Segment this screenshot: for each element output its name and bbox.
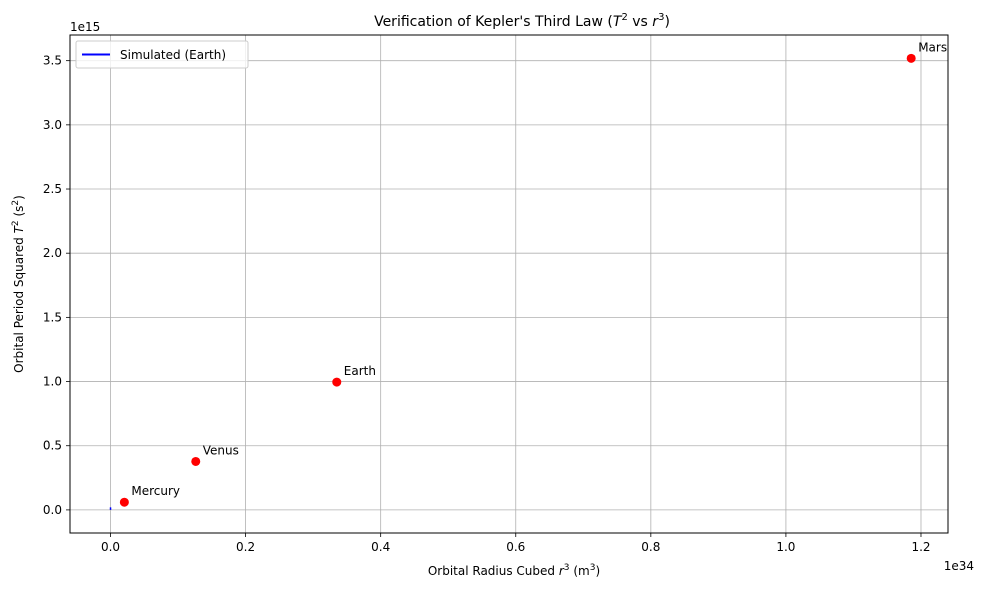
points-layer — [119, 53, 916, 507]
planet-point-mars — [906, 53, 916, 63]
planet-label-venus: Venus — [203, 443, 239, 457]
y-tick-label: 0.0 — [43, 503, 62, 517]
planet-point-mercury — [119, 497, 129, 507]
x-tick-label: 0.2 — [236, 540, 255, 554]
xlabel-sup: 3 — [564, 563, 570, 573]
title-symbol-t: T — [613, 14, 623, 30]
annotation-layer: Mercury Venus Earth Mars — [131, 40, 947, 498]
plot-area: Mercury Venus Earth Mars — [66, 34, 949, 537]
x-axis-title: Orbital Radius Cubed r3 (m3) — [428, 563, 600, 578]
ticks-layer — [66, 60, 922, 537]
y-tick-label: 2.0 — [43, 246, 62, 260]
title-sup-2: 2 — [621, 12, 627, 23]
planet-point-venus — [191, 456, 201, 466]
title-close: ) — [664, 14, 669, 30]
x-offset-label: 1e34 — [944, 559, 974, 573]
y-tick-label: 1.0 — [43, 375, 62, 389]
x-tick-label: 1.0 — [776, 540, 795, 554]
xlabel-unit-close: ) — [595, 564, 600, 578]
xlabel-unit: (m — [570, 564, 590, 578]
ylabel-unit: (s — [12, 206, 26, 221]
planet-label-mars: Mars — [918, 40, 947, 54]
y-tick-label: 3.5 — [43, 54, 62, 68]
y-axis-title: Orbital Period Squared T2 (s2) — [11, 195, 26, 373]
x-tick-label: 0.8 — [641, 540, 660, 554]
ylabel-sup: 2 — [11, 220, 21, 226]
x-tick-label: 0.6 — [506, 540, 525, 554]
title-symbol-r: r — [652, 14, 659, 30]
y-tick-label: 2.5 — [43, 182, 62, 196]
legend: Simulated (Earth) — [75, 40, 249, 69]
title-sup-3: 3 — [658, 12, 664, 23]
plot-frame — [69, 34, 949, 534]
xlabel-main: Orbital Radius Cubed — [428, 564, 559, 578]
ylabel-unit-sup: 2 — [11, 200, 21, 206]
chart-title: Verification of Kepler's Third Law (T2 v… — [374, 12, 670, 30]
planet-point-earth — [332, 377, 342, 387]
ylabel-main: Orbital Period Squared — [12, 233, 26, 372]
y-offset-label: 1e15 — [70, 20, 100, 34]
x-tick-label: 0.0 — [101, 540, 120, 554]
planet-label-earth: Earth — [344, 364, 376, 378]
legend-label-simulated: Simulated (Earth) — [120, 48, 226, 62]
xlabel-unit-sup: 3 — [590, 563, 596, 573]
y-tick-label: 1.5 — [43, 310, 62, 324]
title-vs: vs — [628, 14, 652, 30]
ylabel-unit-close: ) — [12, 195, 26, 200]
y-tick-label: 0.5 — [43, 439, 62, 453]
x-tick-label: 1.2 — [911, 540, 930, 554]
ylabel-symbol: T — [12, 224, 26, 233]
legend-box — [75, 40, 249, 69]
x-tick-label: 0.4 — [371, 540, 390, 554]
y-tick-label: 3.0 — [43, 118, 62, 132]
xlabel-symbol: r — [559, 564, 565, 578]
grid-layer — [70, 35, 948, 533]
plot-background — [70, 35, 948, 533]
planet-label-mercury: Mercury — [131, 484, 180, 498]
title-main: Verification of Kepler's Third Law ( — [374, 14, 613, 30]
